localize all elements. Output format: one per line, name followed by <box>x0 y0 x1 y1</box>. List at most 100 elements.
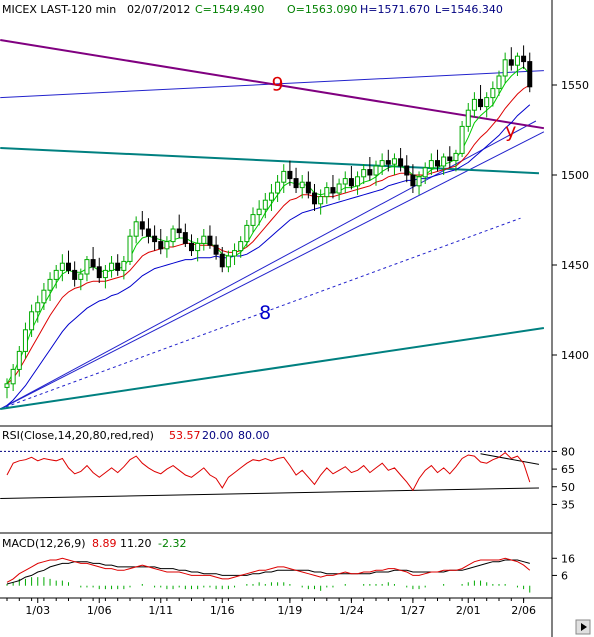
candle-body <box>416 176 422 187</box>
candle-body <box>115 262 121 271</box>
candle-body <box>435 160 440 167</box>
candle-body <box>324 187 330 198</box>
candle-body <box>195 242 201 252</box>
candle-body <box>287 170 293 180</box>
candle-body <box>404 165 410 176</box>
candle-body <box>66 262 71 271</box>
candle-body <box>72 269 78 280</box>
rsi-low: 20.00 <box>202 429 234 442</box>
rsi-tick-label: 50 <box>561 481 575 494</box>
candle-body <box>47 278 53 291</box>
candle-body <box>22 329 28 352</box>
candle-body <box>96 266 102 279</box>
candle-body <box>471 98 477 111</box>
x-tick-label: 1/16 <box>210 604 235 617</box>
candle-body <box>238 241 244 252</box>
rsi-high: 80.00 <box>238 429 270 442</box>
rsi-line <box>6 451 531 492</box>
candle-body <box>490 88 496 99</box>
candle-body <box>158 241 164 250</box>
candle-body <box>422 167 428 178</box>
rsi-value: 53.57 <box>169 429 201 442</box>
candle-body <box>201 235 207 244</box>
annotations: 9 y 8 <box>259 73 516 324</box>
candle-body <box>521 55 527 63</box>
annotation-label: y <box>505 120 516 142</box>
candle-body <box>379 160 385 167</box>
x-tick-label: 1/03 <box>25 604 50 617</box>
candle-body <box>281 170 287 183</box>
candle-body <box>361 169 367 178</box>
candle-body <box>355 176 361 187</box>
candle-body <box>232 250 238 257</box>
macd-label: MACD(12,26,9) <box>2 537 86 550</box>
annotation-label: 8 <box>259 302 271 324</box>
rsi-tick-label: 65 <box>561 463 575 476</box>
candle-body <box>262 199 268 210</box>
candle-body <box>90 259 96 268</box>
teal-rising-line <box>0 327 545 410</box>
candle-body <box>102 269 108 279</box>
candle-body <box>213 244 219 255</box>
candle-body <box>84 259 90 275</box>
candle-body <box>225 255 231 268</box>
candle-body <box>391 158 397 165</box>
candle-body <box>330 187 336 194</box>
candle-body <box>496 75 502 90</box>
x-tick-label: 2/06 <box>511 604 536 617</box>
candle-body <box>514 55 520 66</box>
candle-body <box>410 174 416 187</box>
trend-lines <box>0 39 545 410</box>
chart-symbol: MICEX LAST-120 min <box>2 3 116 16</box>
candle-body <box>121 260 127 271</box>
candle-body <box>293 178 299 189</box>
candle-body <box>182 232 188 244</box>
candles <box>4 45 533 399</box>
candle-body <box>244 224 250 243</box>
candle-body <box>502 59 508 77</box>
macd-signal-line <box>6 559 530 585</box>
rsi-tick-label: 35 <box>561 498 575 511</box>
candle-body <box>256 208 262 216</box>
x-tick-label: 1/11 <box>148 604 173 617</box>
candle-body <box>305 181 311 194</box>
candle-body <box>484 97 490 108</box>
open-value: O=1563.090 <box>287 3 357 16</box>
candle-body <box>527 61 533 88</box>
candle-body <box>35 302 41 313</box>
candle-body <box>207 235 213 246</box>
candle-body <box>428 160 434 169</box>
hist-value: -2.32 <box>158 537 186 550</box>
x-tick-label: 1/06 <box>87 604 112 617</box>
candle-body <box>508 59 514 66</box>
candle-body <box>318 196 324 205</box>
resistance-line-9 <box>0 39 545 130</box>
candle-body <box>336 183 342 194</box>
candle-body <box>459 125 465 154</box>
rsi-trend-line <box>0 487 539 500</box>
candle-body <box>41 289 47 304</box>
macd-tick-label: 16 <box>561 552 575 565</box>
candle-body <box>16 350 22 370</box>
candle-body <box>53 269 59 280</box>
ma-slow-line <box>6 104 531 406</box>
candle-body <box>348 178 354 187</box>
macd-value: 8.89 <box>92 537 117 550</box>
candle-body <box>465 109 471 127</box>
moving-averages <box>6 66 531 406</box>
candle-body <box>342 178 348 185</box>
candle-body <box>170 228 176 243</box>
candle-body <box>447 156 453 162</box>
candle-body <box>145 228 151 237</box>
price-axis: 1400 1450 1500 1550 <box>552 79 589 362</box>
x-tick-label: 1/27 <box>401 604 426 617</box>
teal-horizontal-line <box>0 147 540 175</box>
scroll-right-button[interactable] <box>575 619 591 635</box>
annotation-label: 9 <box>271 73 283 95</box>
price-tick-label: 1500 <box>561 169 589 182</box>
macd-tick-label: 6 <box>561 569 568 582</box>
candle-body <box>164 241 170 250</box>
candle-body <box>29 311 35 331</box>
channel-mid-dashed-line <box>0 217 521 410</box>
candle-body <box>250 214 256 226</box>
